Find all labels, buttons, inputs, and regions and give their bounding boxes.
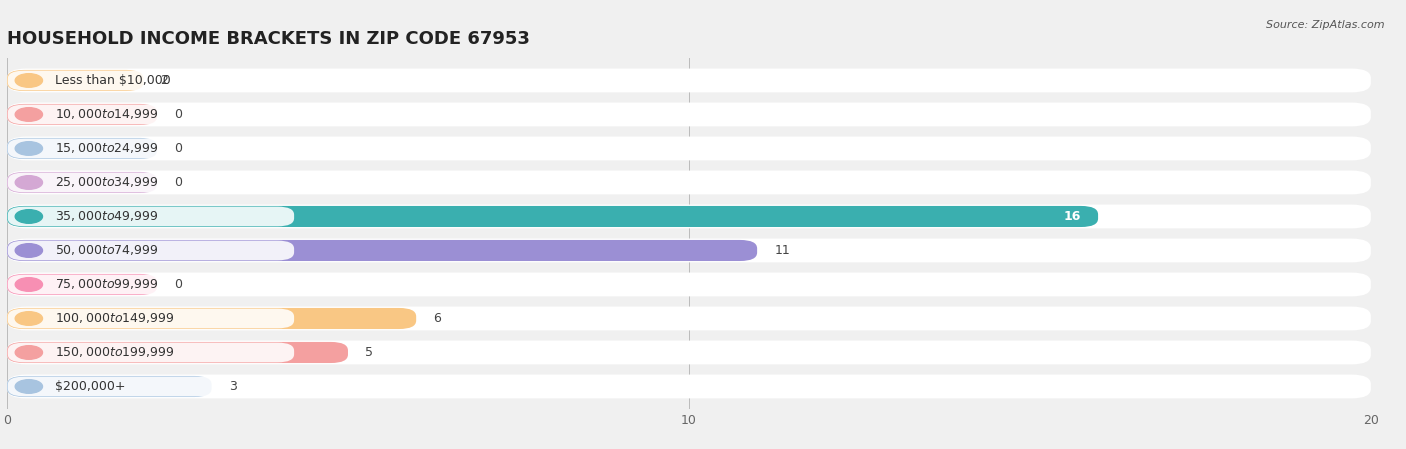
FancyBboxPatch shape [7,238,1371,262]
Text: 11: 11 [775,244,790,257]
Text: 6: 6 [433,312,441,325]
Circle shape [15,108,42,121]
FancyBboxPatch shape [7,105,294,124]
Circle shape [15,277,42,291]
FancyBboxPatch shape [7,241,294,260]
FancyBboxPatch shape [7,136,1371,160]
FancyBboxPatch shape [7,374,1371,398]
FancyBboxPatch shape [7,341,1371,365]
FancyBboxPatch shape [7,343,294,362]
Text: $100,000 to $149,999: $100,000 to $149,999 [55,312,174,326]
Text: 0: 0 [174,278,183,291]
FancyBboxPatch shape [7,70,294,90]
Text: $50,000 to $74,999: $50,000 to $74,999 [55,243,159,257]
Text: $75,000 to $99,999: $75,000 to $99,999 [55,277,159,291]
FancyBboxPatch shape [7,308,416,329]
FancyBboxPatch shape [7,240,756,261]
Circle shape [15,380,42,393]
FancyBboxPatch shape [7,377,294,396]
FancyBboxPatch shape [7,171,1371,194]
Text: Source: ZipAtlas.com: Source: ZipAtlas.com [1267,20,1385,30]
Text: 3: 3 [229,380,236,393]
Text: 0: 0 [174,142,183,155]
FancyBboxPatch shape [7,275,294,295]
Circle shape [15,244,42,257]
FancyBboxPatch shape [7,104,157,125]
FancyBboxPatch shape [7,172,294,192]
FancyBboxPatch shape [7,376,212,397]
Circle shape [15,176,42,189]
FancyBboxPatch shape [7,139,294,158]
FancyBboxPatch shape [7,205,1371,229]
Text: 0: 0 [174,108,183,121]
FancyBboxPatch shape [7,307,1371,330]
FancyBboxPatch shape [7,308,294,328]
Text: HOUSEHOLD INCOME BRACKETS IN ZIP CODE 67953: HOUSEHOLD INCOME BRACKETS IN ZIP CODE 67… [7,31,530,48]
Text: $25,000 to $34,999: $25,000 to $34,999 [55,176,159,189]
FancyBboxPatch shape [7,102,1371,126]
Text: 0: 0 [174,176,183,189]
Text: Less than $10,000: Less than $10,000 [55,74,170,87]
FancyBboxPatch shape [7,69,1371,92]
FancyBboxPatch shape [7,207,294,226]
Circle shape [15,142,42,155]
Text: 2: 2 [160,74,169,87]
FancyBboxPatch shape [7,70,143,91]
Text: 16: 16 [1064,210,1081,223]
FancyBboxPatch shape [7,342,349,363]
Circle shape [15,74,42,87]
FancyBboxPatch shape [7,273,1371,296]
Circle shape [15,210,42,223]
FancyBboxPatch shape [7,138,157,159]
Circle shape [15,346,42,359]
FancyBboxPatch shape [7,172,157,193]
Circle shape [15,312,42,325]
Text: 5: 5 [366,346,373,359]
Text: $150,000 to $199,999: $150,000 to $199,999 [55,345,174,360]
Text: $15,000 to $24,999: $15,000 to $24,999 [55,141,159,155]
FancyBboxPatch shape [7,274,157,295]
Text: $35,000 to $49,999: $35,000 to $49,999 [55,210,159,224]
Text: $200,000+: $200,000+ [55,380,125,393]
Text: $10,000 to $14,999: $10,000 to $14,999 [55,107,159,122]
FancyBboxPatch shape [7,206,1098,227]
